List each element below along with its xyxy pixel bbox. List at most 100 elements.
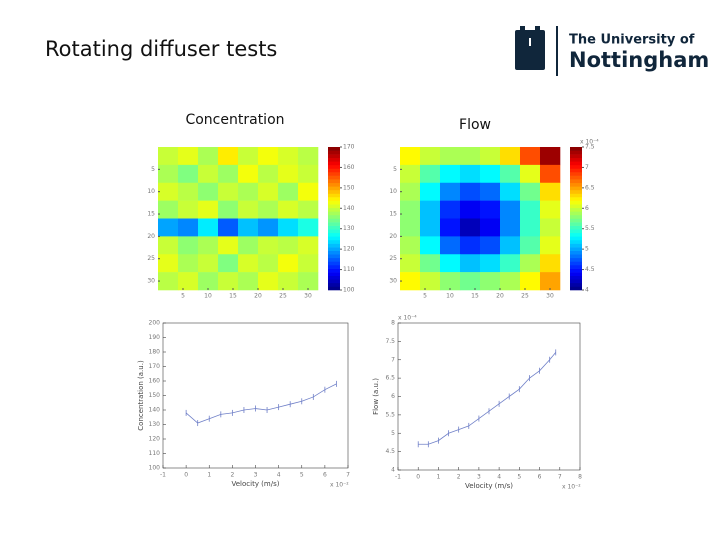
heat-cell <box>440 218 461 237</box>
heat-cell <box>278 182 299 201</box>
y-tick-label: 5 <box>391 430 395 437</box>
heat-cell <box>258 200 279 219</box>
colorbar-band <box>570 207 582 212</box>
heat-cell <box>238 164 259 184</box>
colorbar-band <box>570 200 582 205</box>
heat-cell <box>420 200 441 219</box>
y-tick-label: 7.5 <box>385 338 395 345</box>
heat-cell <box>400 164 421 184</box>
colorbar-band <box>328 189 340 194</box>
y-tick-label: 5 <box>393 166 397 173</box>
y-tick-label: 25 <box>147 255 155 262</box>
heat-cell <box>178 272 199 291</box>
colorbar-band <box>328 236 340 241</box>
heat-cell <box>298 147 319 166</box>
logo: The University of Nottingham <box>515 26 709 76</box>
heat-cell <box>400 272 421 291</box>
heat-cell <box>278 254 299 273</box>
heat-cell <box>198 254 219 273</box>
heat-cell <box>520 254 541 273</box>
colorbar-band <box>328 257 340 262</box>
y-tick-label: 25 <box>389 255 397 262</box>
colorbar-band <box>328 150 340 155</box>
heat-cell <box>218 182 239 201</box>
heat-cell <box>178 218 199 237</box>
colorbar-band <box>570 147 582 151</box>
heat-cell <box>158 236 179 255</box>
heat-cell <box>520 164 541 184</box>
y-tick-label: 20 <box>147 233 155 240</box>
heat-cell <box>480 147 501 166</box>
colorbar-band <box>328 154 340 159</box>
colorbar-band <box>570 204 582 209</box>
x-tick-label: 20 <box>496 293 504 300</box>
x-tick-label: 15 <box>229 293 237 300</box>
colorbar-band <box>570 161 582 166</box>
slide-title: Rotating diffuser tests <box>45 37 277 61</box>
x-exponent: x 10⁻² <box>562 484 581 491</box>
heat-cell <box>218 272 239 291</box>
y-tick-label: 180 <box>149 349 161 356</box>
heat-cell <box>440 147 461 166</box>
heat-cell <box>460 218 481 237</box>
x-tick-label: 7 <box>558 474 562 481</box>
heat-cell <box>440 182 461 201</box>
colorbar-band <box>328 232 340 237</box>
heat-cell <box>440 200 461 219</box>
colorbar-tick-label: 6.5 <box>585 184 595 191</box>
colorbar-tick-label: 7 <box>585 164 589 171</box>
heat-cell <box>238 272 259 291</box>
heat-cell <box>460 272 481 291</box>
x-tick-label: 25 <box>521 293 529 300</box>
plot-frame <box>397 322 581 471</box>
x-tick-label: 0 <box>184 472 188 479</box>
heat-cell <box>480 236 501 255</box>
x-tick-label: 7 <box>346 472 350 479</box>
colorbar-band <box>328 275 340 280</box>
heat-cell <box>178 147 199 166</box>
heat-cell <box>178 164 199 184</box>
x-exponent: x 10⁻² <box>330 482 349 489</box>
colorbar-band <box>328 157 340 162</box>
colorbar-tick-label: 150 <box>343 184 355 191</box>
y-exponent: x 10⁻⁴ <box>398 315 417 322</box>
heat-cell <box>520 236 541 255</box>
heat-cell <box>278 164 299 184</box>
heat-cell <box>278 218 299 237</box>
heat-cell <box>400 236 421 255</box>
heat-cell <box>258 254 279 273</box>
heat-cell <box>298 218 319 237</box>
colorbar-band <box>328 172 340 176</box>
heat-cell <box>238 218 259 237</box>
y-tick-label: 150 <box>149 392 161 399</box>
colorbar-band <box>328 282 340 287</box>
heat-cell <box>238 200 259 219</box>
heat-cell <box>480 200 501 219</box>
colorbar-band <box>570 243 582 248</box>
logo-divider <box>556 26 558 76</box>
plot-frame <box>162 322 349 469</box>
heat-cell <box>540 164 561 184</box>
colorbar-band <box>570 239 582 244</box>
colorbar-band <box>570 154 582 159</box>
x-tick-label: 25 <box>279 293 287 300</box>
colorbar-band <box>328 179 340 184</box>
heat-cell <box>460 164 481 184</box>
x-tick-label: 1 <box>437 474 441 481</box>
colorbar-band <box>328 229 340 234</box>
y-tick-label: 10 <box>389 188 397 195</box>
heat-cell <box>540 236 561 255</box>
x-tick-label: -1 <box>395 474 401 481</box>
colorbar-band <box>328 268 340 273</box>
heat-cell <box>500 147 521 166</box>
colorbar-band <box>570 275 582 280</box>
y-tick-label: 190 <box>149 334 161 341</box>
colorbar-band <box>570 272 582 276</box>
heat-cell <box>218 147 239 166</box>
y-tick-label: 8 <box>391 320 395 327</box>
colorbar-tick-label: 130 <box>343 225 355 232</box>
colorbar-band <box>328 164 340 169</box>
heat-cell <box>480 164 501 184</box>
y-tick-label: 120 <box>149 436 161 443</box>
y-tick-label: 100 <box>149 465 161 472</box>
